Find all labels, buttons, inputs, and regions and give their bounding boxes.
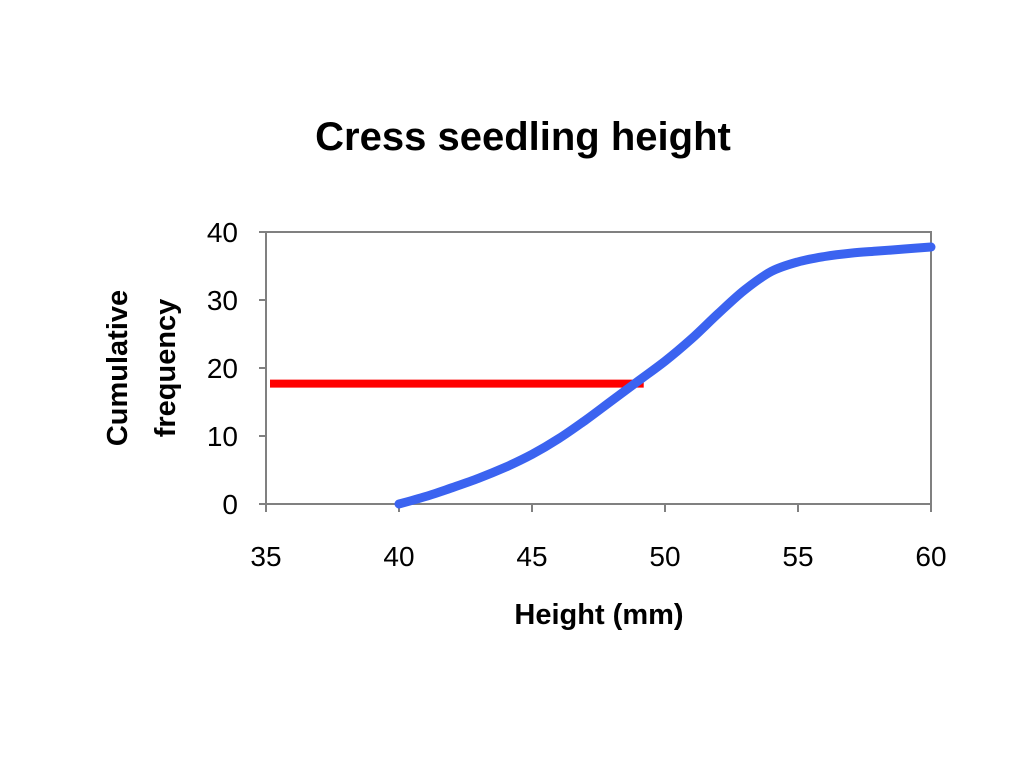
y-tick-label: 0 [222, 489, 238, 520]
x-tick-label: 45 [516, 541, 547, 572]
y-tick-label: 20 [207, 353, 238, 384]
y-tick-label: 10 [207, 421, 238, 452]
x-tick-label: 55 [782, 541, 813, 572]
y-axis-label: Cumulative frequency [102, 290, 182, 446]
y-axis: 0 10 20 30 40 [207, 217, 266, 520]
series-line-0 [394, 242, 936, 509]
x-axis: 35 40 45 50 55 60 [250, 504, 947, 572]
x-tick-label: 35 [250, 541, 281, 572]
y-axis-label-line-1: Cumulative [102, 290, 134, 446]
x-tick-label: 50 [649, 541, 680, 572]
chart-title: Cress seedling height [315, 115, 731, 159]
x-axis-label: Height (mm) [514, 599, 683, 631]
plot-area [265, 231, 932, 505]
x-tick-label: 40 [383, 541, 414, 572]
x-tick-label: 60 [915, 541, 946, 572]
series-layer [270, 242, 936, 509]
y-axis-label-line-2: frequency [150, 299, 182, 438]
y-tick-label: 30 [207, 285, 238, 316]
y-tick-label: 40 [207, 217, 238, 248]
